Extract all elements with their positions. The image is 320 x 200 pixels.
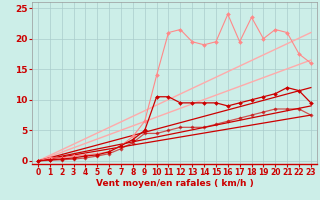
X-axis label: Vent moyen/en rafales ( km/h ): Vent moyen/en rafales ( km/h ) (96, 179, 253, 188)
